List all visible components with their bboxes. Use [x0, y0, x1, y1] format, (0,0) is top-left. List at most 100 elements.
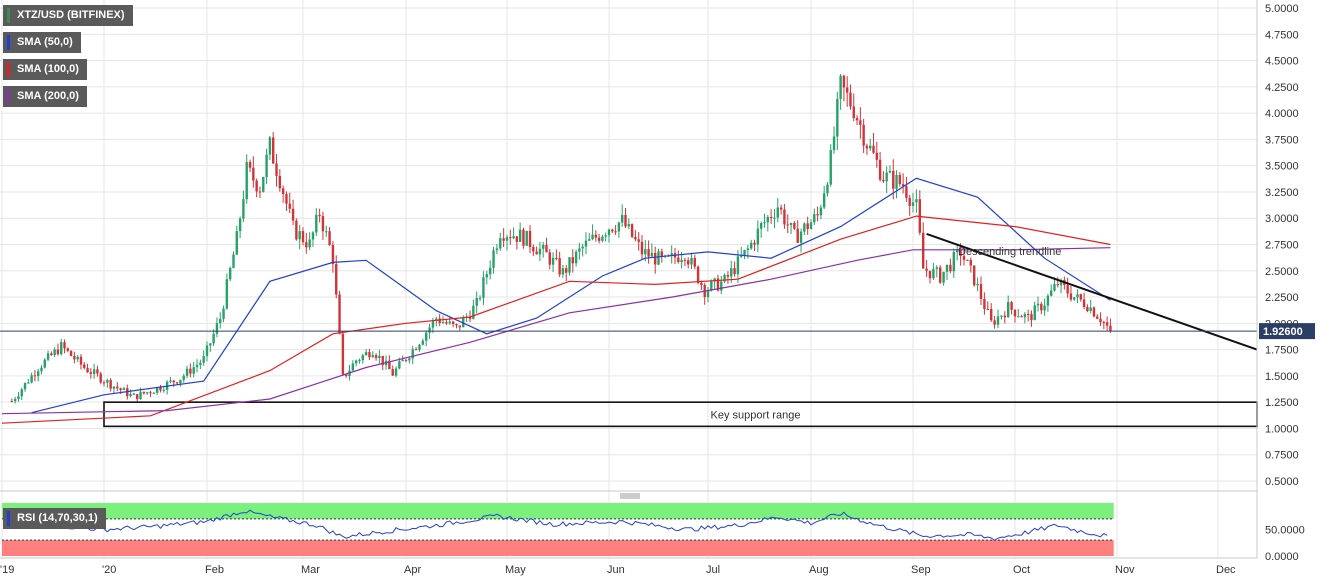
candle-body [875, 152, 879, 160]
candle-body [338, 294, 341, 334]
candle-body [973, 265, 976, 286]
candle-body [571, 257, 575, 264]
candle-body [637, 239, 640, 242]
candle-body [1066, 284, 1069, 294]
candle-body [321, 216, 325, 232]
candle-body [945, 264, 949, 272]
price-panel[interactable]: Key support range Descending trendline [0, 73, 1258, 428]
support-range-label: Key support range [711, 409, 801, 421]
candle-body [1046, 295, 1050, 306]
candle-body [281, 188, 285, 195]
candle-body [763, 222, 766, 224]
candle-body [888, 170, 892, 173]
rsi-legend[interactable]: RSI (14,70,30,1) [3, 508, 106, 529]
candle-body [829, 150, 832, 185]
candle-body [976, 284, 979, 286]
candle-body [159, 387, 162, 391]
candle-body [255, 180, 258, 192]
candle-body [145, 392, 149, 394]
x-tick-label: Nov [1115, 564, 1135, 576]
candle-body [308, 239, 311, 248]
candle-body [895, 174, 898, 189]
candle-body [746, 248, 750, 250]
rsi-line[interactable] [11, 509, 1108, 541]
candle-body [499, 238, 502, 249]
candle-body [512, 236, 515, 239]
candle-body [558, 258, 561, 275]
candle-body [588, 239, 591, 241]
candle-body [492, 250, 495, 268]
sma-line[interactable] [1, 247, 1111, 415]
candle-body [555, 257, 558, 259]
candle-body [809, 222, 813, 230]
candle-body [431, 320, 435, 328]
candle-body [425, 332, 428, 341]
candle-body [935, 267, 938, 269]
candle-body [368, 352, 371, 358]
candle-body [192, 367, 195, 374]
support-range-box [103, 401, 1258, 428]
candle-body [532, 247, 535, 252]
candle-body [928, 270, 932, 279]
legend-item[interactable]: XTZ/USD (BITFINEX) [3, 5, 133, 26]
y-tick-label: 5.0000 [1265, 3, 1299, 15]
candle-body [83, 364, 86, 368]
last-price-value: 1.92600 [1263, 326, 1303, 338]
last-price-tag [1259, 323, 1315, 340]
candle-body [733, 268, 736, 275]
candle-body [862, 124, 865, 146]
candle-body [162, 389, 166, 391]
candle-body [315, 214, 318, 233]
candle-body [17, 396, 20, 400]
candle-body [990, 308, 993, 321]
candle-body [607, 229, 611, 236]
rsi-panel[interactable] [2, 503, 1114, 556]
candle-body [341, 333, 345, 375]
candle-body [36, 371, 40, 377]
y-tick-label: 3.0000 [1265, 213, 1299, 225]
candle-body [335, 264, 338, 295]
candle-body [488, 267, 492, 275]
candle-body [421, 340, 425, 345]
candle-body [740, 255, 743, 257]
candle-body [1099, 318, 1102, 323]
y-tick-label: 1.0000 [1265, 423, 1299, 435]
candle-body [1026, 313, 1030, 315]
candle-body [96, 369, 99, 374]
candle-body [92, 369, 96, 374]
candle-body [428, 327, 431, 333]
candle-body [46, 353, 50, 360]
candle-body [438, 318, 441, 323]
candle-body [624, 215, 627, 227]
candle-body [986, 308, 989, 310]
candle-body [845, 87, 849, 93]
candle-body [391, 369, 394, 376]
candle-body [228, 267, 232, 280]
sma-line[interactable] [31, 177, 1111, 414]
candle-body [604, 235, 607, 237]
y-tick-label: 3.2500 [1265, 187, 1299, 199]
candle-body [826, 184, 829, 194]
candle-body [1086, 307, 1089, 312]
candle-body [832, 136, 836, 151]
candle-body [119, 388, 122, 390]
candle-body [364, 352, 368, 356]
candle-body [690, 257, 693, 265]
candle-body [538, 248, 542, 255]
legend-item[interactable]: SMA (200,0) [3, 86, 87, 107]
legend-item[interactable]: SMA (50,0) [3, 32, 81, 53]
sma-line[interactable] [1, 215, 1111, 424]
legend-item[interactable]: SMA (100,0) [3, 59, 87, 80]
x-tick-label: '19 [0, 564, 14, 576]
candle-body [354, 360, 358, 364]
descending-trendline[interactable] [926, 233, 1258, 351]
candle-body [451, 321, 455, 325]
candle-body [245, 162, 248, 200]
grid [0, 0, 1257, 558]
candle-body [1017, 316, 1020, 318]
candle-body [687, 260, 690, 265]
candle-body [819, 207, 823, 216]
candle-body [979, 284, 983, 299]
candle-body [175, 382, 179, 384]
